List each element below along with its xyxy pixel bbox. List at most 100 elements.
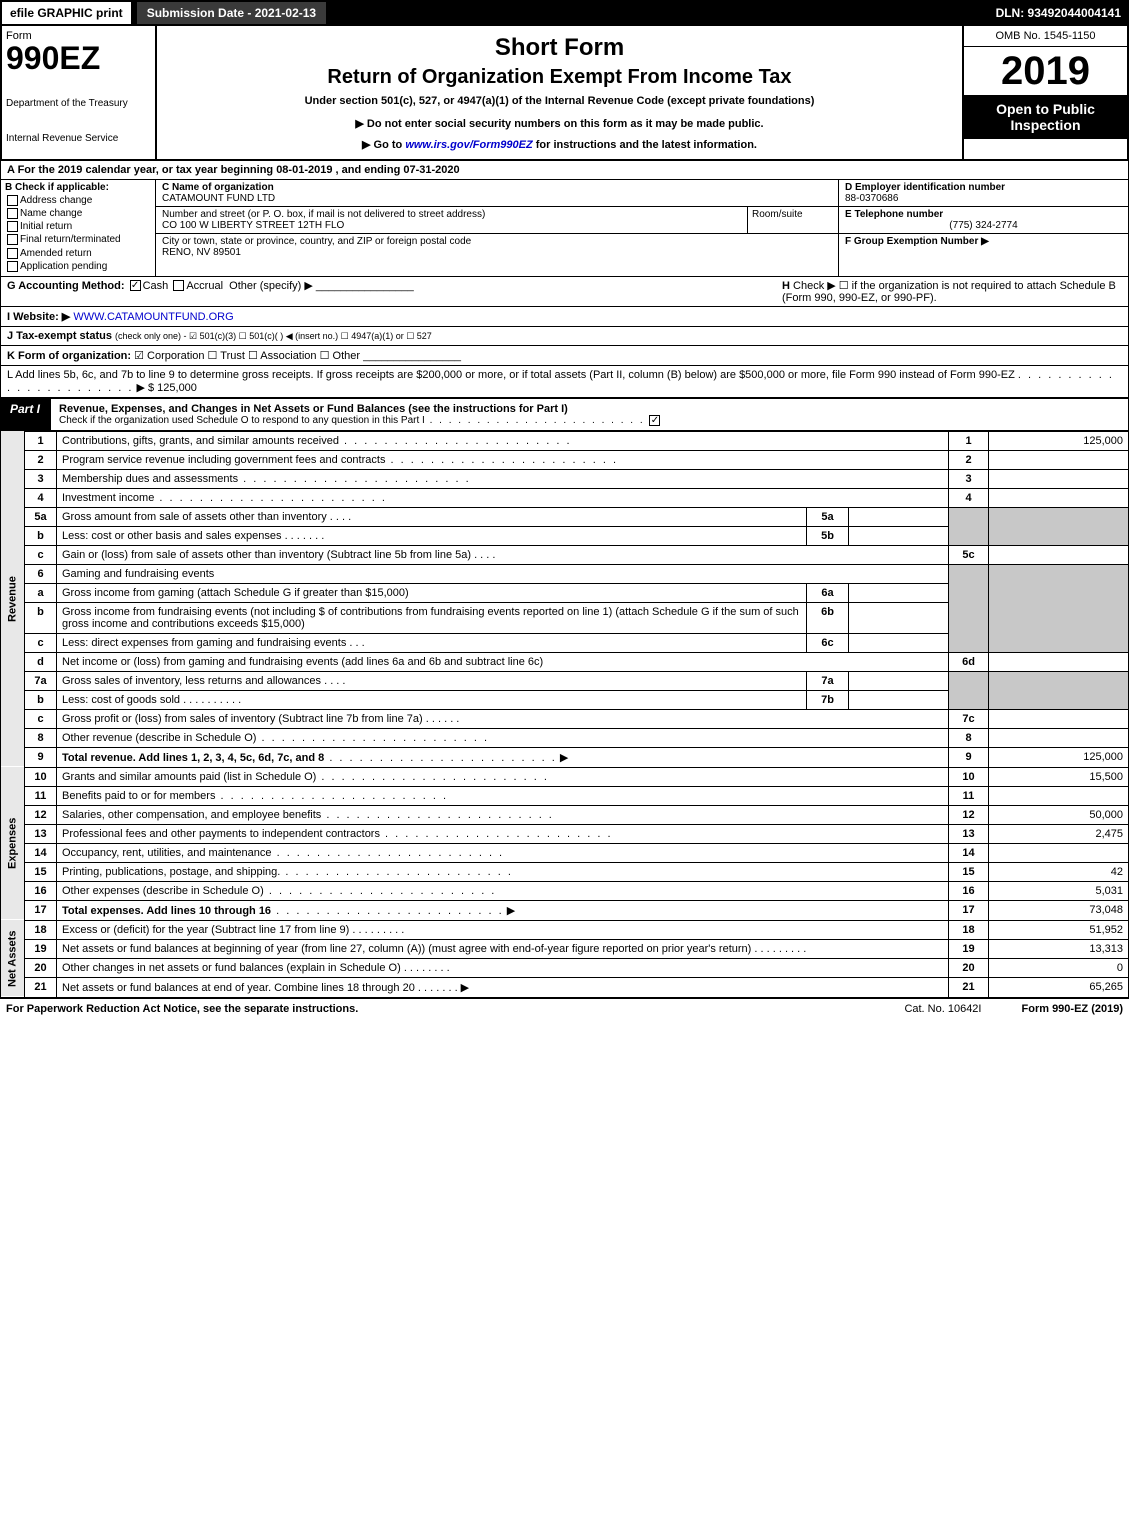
- header-left: Form 990EZ Department of the Treasury In…: [2, 26, 157, 159]
- r9-n: 9: [25, 747, 57, 767]
- r2-d: Program service revenue including govern…: [62, 454, 385, 466]
- r13-n: 13: [25, 824, 57, 843]
- website-link[interactable]: WWW.CATAMOUNTFUND.ORG: [73, 311, 233, 323]
- k-label: K Form of organization:: [7, 350, 131, 362]
- footer: For Paperwork Reduction Act Notice, see …: [0, 998, 1129, 1019]
- g-accrual: Accrual: [186, 280, 223, 292]
- r7b-d: Less: cost of goods sold: [62, 694, 180, 706]
- header-mid: Short Form Return of Organization Exempt…: [157, 26, 962, 159]
- chk-initial[interactable]: [7, 221, 18, 232]
- g-label: G Accounting Method:: [7, 280, 125, 292]
- dln: DLN: 93492044004141: [988, 2, 1129, 24]
- efile-label[interactable]: efile GRAPHIC print: [0, 0, 133, 26]
- r12-rv: 50,000: [989, 805, 1129, 824]
- r5a-sv: [849, 507, 949, 526]
- r17-rv: 73,048: [989, 900, 1129, 920]
- r19-d: Net assets or fund balances at beginning…: [62, 943, 751, 955]
- r5b-sn: 5b: [807, 526, 849, 545]
- r6d-rv: [989, 652, 1129, 671]
- c-city-label: City or town, state or province, country…: [162, 236, 471, 247]
- r21-rv: 65,265: [989, 977, 1129, 997]
- r7c-rn: 7c: [949, 709, 989, 728]
- subtitle-goto: ▶ Go to www.irs.gov/Form990EZ for instru…: [169, 138, 950, 151]
- chk-address[interactable]: [7, 195, 18, 206]
- r6a-d: Gross income from gaming (attach Schedul…: [57, 583, 807, 602]
- subtitle-section: Under section 501(c), 527, or 4947(a)(1)…: [169, 95, 950, 107]
- r14-d: Occupancy, rent, utilities, and maintena…: [62, 847, 272, 859]
- r9-rv: 125,000: [989, 747, 1129, 767]
- r6a-n: a: [25, 583, 57, 602]
- r7b-sn: 7b: [807, 690, 849, 709]
- part-1-header: Part I Revenue, Expenses, and Changes in…: [0, 398, 1129, 431]
- r12-d: Salaries, other compensation, and employ…: [62, 809, 321, 821]
- r6d-rn: 6d: [949, 652, 989, 671]
- r6b-n: b: [25, 602, 57, 633]
- r13-d: Professional fees and other payments to …: [62, 828, 380, 840]
- r18-d: Excess or (deficit) for the year (Subtra…: [62, 924, 349, 936]
- side-expenses: Expenses: [1, 767, 25, 920]
- phone: (775) 324-2774: [845, 220, 1122, 231]
- r1-rv: 125,000: [989, 431, 1129, 450]
- chk-accrual[interactable]: [173, 280, 184, 291]
- r6d-d: Net income or (loss) from gaming and fun…: [57, 652, 949, 671]
- chk-cash[interactable]: [130, 280, 141, 291]
- j-text: (check only one) - ☑ 501(c)(3) ☐ 501(c)(…: [115, 331, 432, 341]
- r1-rn: 1: [949, 431, 989, 450]
- r2-rv: [989, 450, 1129, 469]
- r12-rn: 12: [949, 805, 989, 824]
- row-k: K Form of organization: ☑ Corporation ☐ …: [0, 346, 1129, 366]
- chk-name[interactable]: [7, 208, 18, 219]
- r7a-d: Gross sales of inventory, less returns a…: [62, 675, 321, 687]
- submission-date: Submission Date - 2021-02-13: [137, 2, 326, 24]
- block-bcdef: B Check if applicable: Address change Na…: [0, 180, 1129, 277]
- r3-d: Membership dues and assessments: [62, 473, 238, 485]
- chk-amended[interactable]: [7, 248, 18, 259]
- org-city: RENO, NV 89501: [162, 247, 241, 258]
- b-item-3: Final return/terminated: [20, 235, 121, 246]
- r10-d: Grants and similar amounts paid (list in…: [62, 771, 316, 783]
- r6a-sn: 6a: [807, 583, 849, 602]
- chk-pending[interactable]: [7, 261, 18, 272]
- section-def: D Employer identification number 88-0370…: [838, 180, 1128, 276]
- b-item-0: Address change: [20, 195, 92, 206]
- r21-rn: 21: [949, 977, 989, 997]
- r16-rv: 5,031: [989, 881, 1129, 900]
- r5c-rn: 5c: [949, 545, 989, 564]
- r9-d: Total revenue. Add lines 1, 2, 3, 4, 5c,…: [62, 752, 324, 764]
- c-name-label: C Name of organization: [162, 182, 274, 193]
- footer-right: Form 990-EZ (2019): [1022, 1003, 1124, 1015]
- irs: Internal Revenue Service: [6, 133, 151, 144]
- r2-n: 2: [25, 450, 57, 469]
- r19-n: 19: [25, 939, 57, 958]
- side-revenue: Revenue: [1, 431, 25, 767]
- r7a-sv: [849, 671, 949, 690]
- r13-rn: 13: [949, 824, 989, 843]
- r4-n: 4: [25, 488, 57, 507]
- part-1-table: Revenue 1Contributions, gifts, grants, a…: [0, 431, 1129, 998]
- header-right: OMB No. 1545-1150 2019 Open to Public In…: [962, 26, 1127, 159]
- omb-number: OMB No. 1545-1150: [964, 26, 1127, 47]
- r7a-n: 7a: [25, 671, 57, 690]
- r6c-sn: 6c: [807, 633, 849, 652]
- r14-rv: [989, 843, 1129, 862]
- ein: 88-0370686: [845, 193, 898, 204]
- side-netassets: Net Assets: [1, 920, 25, 997]
- tax-year: 2019: [964, 47, 1127, 95]
- irs-link[interactable]: www.irs.gov/Form990EZ: [405, 139, 532, 151]
- r6c-n: c: [25, 633, 57, 652]
- r6c-d: Less: direct expenses from gaming and fu…: [62, 637, 346, 649]
- r6b-sn: 6b: [807, 602, 849, 633]
- r8-rn: 8: [949, 728, 989, 747]
- chk-final[interactable]: [7, 234, 18, 245]
- r4-d: Investment income: [62, 492, 154, 504]
- subtitle-ssn: ▶ Do not enter social security numbers o…: [169, 117, 950, 130]
- r5c-n: c: [25, 545, 57, 564]
- r5c-d: Gain or (loss) from sale of assets other…: [62, 549, 471, 561]
- r18-rn: 18: [949, 920, 989, 939]
- r11-d: Benefits paid to or for members: [62, 790, 215, 802]
- r21-n: 21: [25, 977, 57, 997]
- chk-schedule-o[interactable]: [649, 415, 660, 426]
- r20-d: Other changes in net assets or fund bala…: [62, 962, 401, 974]
- b-item-5: Application pending: [20, 261, 107, 272]
- r13-rv: 2,475: [989, 824, 1129, 843]
